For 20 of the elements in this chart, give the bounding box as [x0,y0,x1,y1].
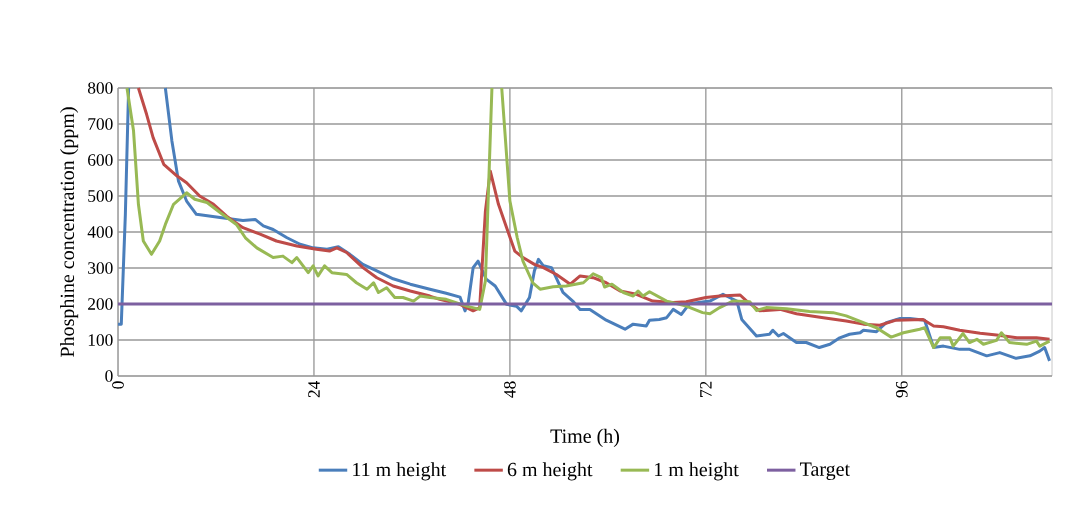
x-axis-title: Time (h) [550,428,620,447]
y-tick-label: 100 [88,334,113,346]
x-tick-label: 48 [504,381,516,398]
legend-label: Target [799,462,850,481]
x-tick-label: 24 [308,380,320,398]
x-tick-label: 96 [895,381,908,398]
legend-label: 11 m height [353,462,447,481]
y-tick-label: 800 [87,82,113,94]
x-tick-label: 72 [700,381,712,397]
y-tick-label: 500 [88,190,113,202]
y-tick-label: 200 [88,298,113,310]
legend-label: 6 m height [507,462,593,481]
y-tick-label: 600 [88,154,113,166]
y-tick-label: 0 [105,370,113,382]
y-tick-label: 300 [88,262,113,274]
y-axis-title: Phosphine concentration (ppm) [60,107,79,357]
legend-label: 1 m height [655,462,739,481]
y-tick-label: 700 [88,118,113,130]
y-tick-label: 400 [87,226,113,238]
x-tick-label: 0 [112,381,124,389]
